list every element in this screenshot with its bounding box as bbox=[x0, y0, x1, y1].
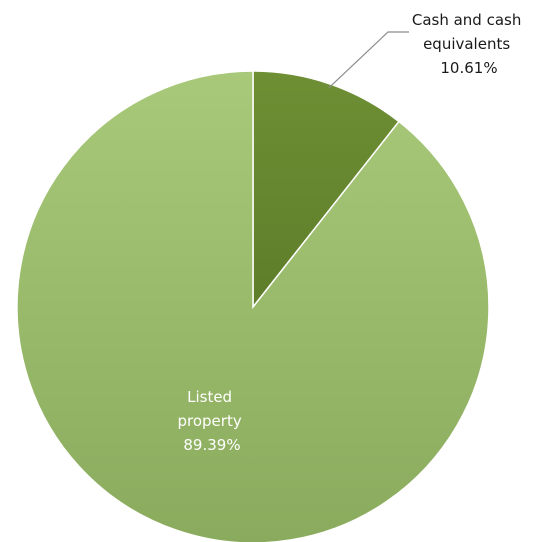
pie-slice-listed-property bbox=[16, 70, 490, 542]
slice-label-listed-line-1: Listed bbox=[187, 388, 232, 406]
slice-label-cash-line-1: Cash and cash bbox=[412, 11, 522, 29]
slice-label-listed-line-2: property bbox=[178, 412, 242, 430]
slice-label-cash-value: 10.61% bbox=[440, 59, 497, 77]
slice-label-listed-value: 89.39% bbox=[183, 436, 240, 454]
pie-slice-cash-and-cash-equivalents bbox=[252, 70, 400, 310]
slice-leader-line-cash bbox=[328, 31, 409, 89]
slice-label-cash: Cash and cash equivalents 10.61% bbox=[412, 11, 526, 77]
slice-label-cash-line-2: equivalents bbox=[423, 35, 510, 53]
slice-label-listed-property: Listed property 89.39% bbox=[178, 388, 247, 454]
